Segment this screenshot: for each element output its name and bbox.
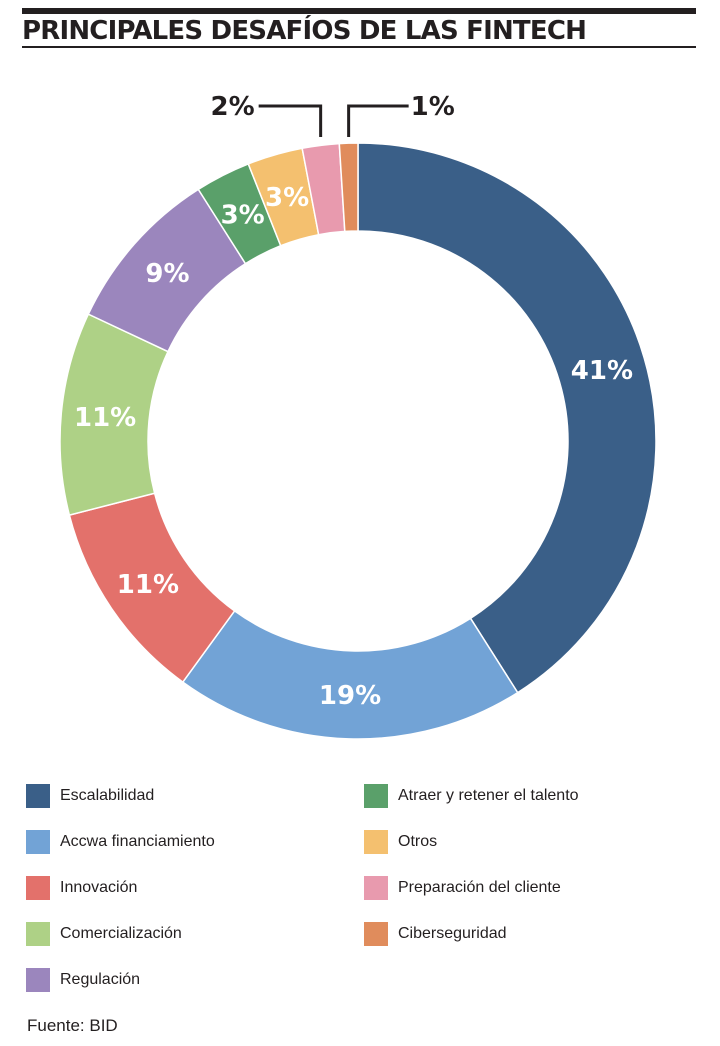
legend-item-regulacion: Regulación — [26, 968, 140, 992]
legend-item-innovacion: Innovación — [26, 876, 137, 900]
legend-label: Accwa financiamiento — [60, 833, 215, 850]
legend-item-preparacion-del-cliente: Preparación del cliente — [364, 876, 561, 900]
legend-label: Innovación — [60, 879, 138, 896]
legend-label: Ciberseguridad — [398, 925, 507, 942]
data-label-ciberseguridad: 1% — [411, 92, 455, 122]
leader-line-preparacion-del-cliente — [258, 104, 323, 137]
data-label-preparacion-del-cliente: 2% — [210, 92, 254, 122]
legend-swatch — [26, 830, 50, 854]
legend-swatch — [26, 876, 50, 900]
data-label-regulacion: 9% — [145, 259, 189, 289]
legend-swatch — [364, 830, 388, 854]
chart-title: PRINCIPALES DESAFÍOS DE LAS FINTECH — [22, 16, 587, 46]
legend-label: Regulación — [60, 971, 141, 988]
data-label-innovacion: 11% — [117, 570, 179, 600]
legend-label: Escalabilidad — [60, 787, 155, 804]
data-label-escalabilidad: 41% — [571, 356, 633, 386]
slice-accwa-financiamiento — [181, 609, 519, 740]
legend-item-comercializacion: Comercialización — [26, 922, 182, 946]
legend-swatch — [26, 784, 50, 808]
legend-swatch — [364, 784, 388, 808]
legend-item-atraer-y-retener-el-talento: Atraer y retener el talento — [364, 784, 579, 808]
leader-line-ciberseguridad — [347, 104, 409, 137]
data-label-comercializacion: 11% — [74, 403, 136, 433]
data-label-accwa-financiamiento: 19% — [319, 681, 381, 711]
legend-label: Otros — [398, 833, 438, 850]
slice-escalabilidad — [357, 142, 657, 694]
legend-label: Atraer y retener el talento — [398, 787, 579, 804]
source-note: Fuente: BID — [27, 1016, 118, 1035]
legend-item-escalabilidad: Escalabilidad — [26, 784, 154, 808]
legend-swatch — [26, 922, 50, 946]
legend-label: Comercialización — [60, 925, 182, 942]
legend-item-accwa-financiamiento: Accwa financiamiento — [26, 830, 215, 854]
legend-item-otros: Otros — [364, 830, 437, 854]
legend-swatch — [364, 922, 388, 946]
legend-swatch — [26, 968, 50, 992]
legend-label: Preparación del cliente — [398, 879, 561, 896]
data-label-otros: 3% — [265, 183, 309, 213]
slice-ciberseguridad — [338, 142, 359, 233]
donut-chart: 41% 19% 11% 11% 9% 3%3% 2% 1% — [59, 92, 657, 740]
legend-swatch — [364, 876, 388, 900]
data-label-atraer-y-retener-el-talento: 3% — [221, 201, 265, 231]
legend-item-ciberseguridad: Ciberseguridad — [364, 922, 507, 946]
title-rule — [22, 46, 696, 48]
top-rule — [22, 8, 696, 14]
